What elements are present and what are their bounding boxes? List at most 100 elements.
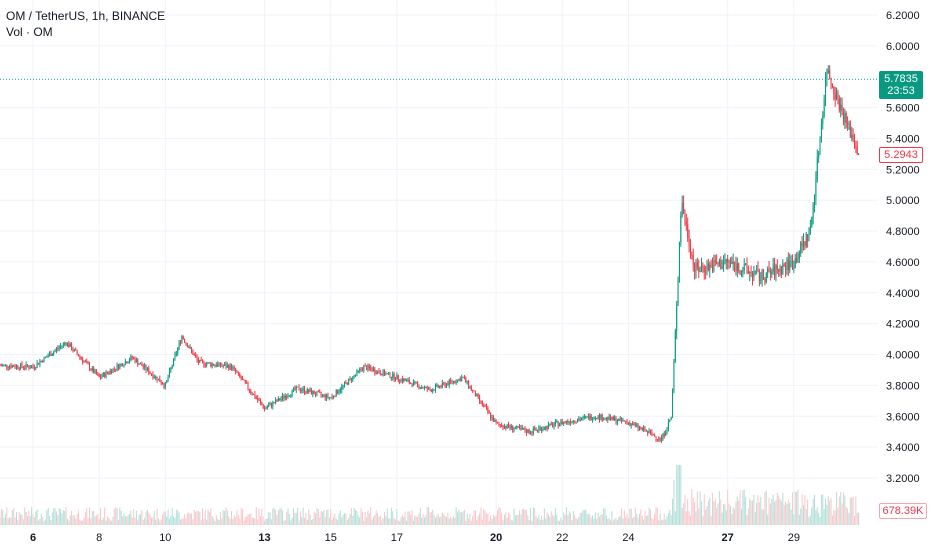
candle-body	[297, 386, 299, 388]
candle-body	[520, 427, 522, 429]
volume-bar	[64, 510, 66, 525]
candle-body	[572, 420, 574, 423]
volume-bar	[829, 500, 831, 525]
volume-bar	[97, 513, 99, 525]
candle-body	[571, 422, 573, 424]
volume-bar	[678, 465, 680, 525]
volume-bar	[651, 518, 653, 525]
volume-bar	[403, 516, 405, 525]
candle-body	[29, 368, 31, 370]
volume-bar	[503, 514, 505, 525]
candle-body	[768, 268, 770, 272]
volume-bar	[304, 517, 306, 525]
candle-body	[334, 396, 336, 398]
candle-body	[656, 439, 658, 441]
candle-body	[279, 398, 281, 401]
volume-bar	[164, 511, 166, 525]
volume-bar	[443, 514, 445, 525]
candle-body	[98, 374, 100, 378]
volume-bar	[436, 515, 438, 525]
candle-body	[408, 379, 410, 384]
volume-bar	[760, 496, 762, 525]
volume-bar	[641, 515, 643, 525]
candle-body	[750, 272, 752, 274]
candle-body	[535, 429, 537, 431]
volume-bar	[505, 512, 507, 525]
candle-body	[640, 427, 642, 429]
candle-body	[756, 269, 758, 271]
candle-body	[363, 365, 365, 371]
volume-bar	[378, 517, 380, 525]
volume-bar	[814, 494, 816, 525]
candle-body	[703, 267, 705, 272]
volume-bar	[655, 507, 657, 525]
candle-body	[265, 408, 267, 410]
candle-body	[316, 391, 318, 395]
candle-body	[725, 259, 727, 262]
candle-body	[218, 362, 220, 365]
volume-indicator-label[interactable]: Vol · OM	[6, 25, 53, 39]
candle-body	[707, 263, 709, 271]
candle-body	[742, 270, 744, 272]
candle-body	[772, 265, 774, 273]
candle-body	[174, 354, 176, 359]
volume-bar	[423, 517, 425, 525]
volume-bar	[359, 517, 361, 525]
volume-bar	[564, 514, 566, 525]
volume-bar	[237, 515, 239, 525]
symbol-title[interactable]: OM / TetherUS, 1h, BINANCE	[6, 9, 166, 23]
volume-bar	[21, 514, 23, 525]
candle-body	[852, 134, 854, 140]
candle-body	[36, 362, 38, 368]
volume-bar	[379, 515, 381, 525]
volume-bar	[321, 511, 323, 525]
volume-bar	[488, 520, 490, 525]
volume-bar	[335, 518, 337, 525]
volume-bar	[685, 511, 687, 525]
volume-bar	[520, 514, 522, 525]
candle-body	[328, 397, 330, 399]
time-tick-label: 20	[490, 532, 502, 544]
candle-body	[62, 343, 64, 346]
volume-bar	[502, 520, 504, 525]
time-axis[interactable]: 6 8 10 13 15 17 20 22 24 27 29	[30, 532, 800, 544]
candle-body	[516, 426, 518, 429]
volume-bar	[163, 511, 165, 525]
volume-bar	[428, 507, 430, 525]
candle-body	[173, 358, 175, 366]
volume-bar	[634, 507, 636, 525]
volume-bar	[246, 516, 248, 525]
candle-body	[159, 378, 161, 382]
volume-bar	[175, 509, 177, 525]
candle-body	[479, 396, 481, 401]
candle-body	[320, 392, 322, 395]
volume-bar	[845, 506, 847, 525]
volume-bar	[560, 517, 562, 525]
volume-bar	[632, 517, 634, 525]
candle-body	[268, 405, 270, 408]
candle-body	[94, 370, 96, 373]
candle-body	[71, 344, 73, 350]
volume-bar	[691, 489, 693, 525]
candle-body	[257, 398, 259, 400]
volume-bar	[441, 512, 443, 525]
volume-bar	[593, 518, 595, 525]
volume-bar	[320, 511, 322, 525]
volume-bar	[116, 508, 118, 525]
volume-bar	[452, 516, 454, 525]
volume-bar	[157, 518, 159, 525]
volume-bar	[674, 511, 676, 525]
candle-body	[627, 422, 629, 424]
volume-bar	[412, 520, 414, 525]
candle-body	[385, 373, 387, 376]
time-tick-label: 27	[722, 532, 734, 544]
volume-bar	[401, 514, 403, 525]
volume-bar	[463, 509, 465, 525]
candle-body	[403, 379, 405, 382]
price-tick-label: 4.0000	[886, 350, 920, 362]
candle-body	[323, 394, 325, 396]
candle-body	[444, 383, 446, 387]
price-tick-label: 4.6000	[886, 257, 920, 269]
candle-body	[330, 397, 332, 399]
